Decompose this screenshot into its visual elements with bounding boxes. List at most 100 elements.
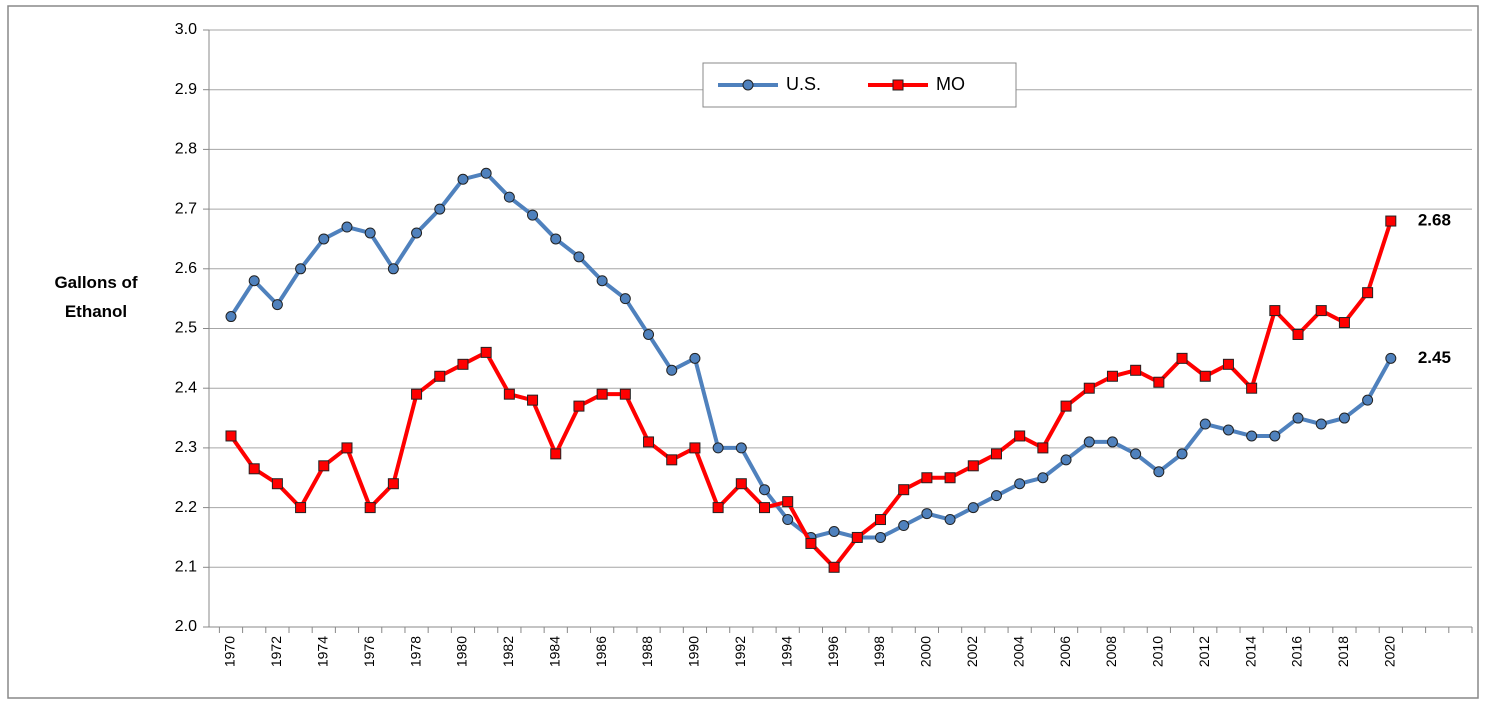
marker [967,460,979,472]
marker [805,537,817,549]
x-tick-label: 2000 [918,636,934,667]
legend-marker [892,79,904,91]
marker [1153,376,1165,388]
marker [1292,328,1304,340]
y-tick-label: 2.4 [175,379,197,396]
marker [828,525,840,537]
marker [550,233,562,245]
marker [1362,394,1374,406]
data-label: 2.45 [1418,348,1451,367]
marker [666,364,678,376]
marker [1246,382,1258,394]
x-tick-label: 2004 [1010,636,1026,667]
marker [1269,305,1281,317]
marker [387,263,399,275]
x-tick-label: 1974 [314,636,330,667]
marker [851,531,863,543]
marker [271,299,283,311]
marker [712,442,724,454]
marker [782,496,794,508]
marker [480,167,492,179]
y-tick-label: 2.2 [175,499,197,516]
x-tick-label: 2020 [1382,636,1398,667]
marker [1385,352,1397,364]
marker [1060,454,1072,466]
marker [1199,370,1211,382]
marker [434,370,446,382]
marker [666,454,678,466]
marker [573,251,585,263]
marker [341,442,353,454]
marker [1083,436,1095,448]
marker [967,502,979,514]
marker [318,460,330,472]
x-tick-label: 1978 [407,636,423,667]
marker [503,388,515,400]
y-tick-label: 2.8 [175,141,197,158]
marker [1037,472,1049,484]
marker [527,394,539,406]
data-label: 2.68 [1418,211,1451,230]
y-tick-label: 2.1 [175,559,197,576]
marker [921,508,933,520]
marker [1199,418,1211,430]
y-tick-label: 2.0 [175,618,197,635]
x-tick-label: 2010 [1150,636,1166,667]
marker [1246,430,1258,442]
x-tick-label: 1970 [222,636,238,667]
marker [990,490,1002,502]
marker [1315,418,1327,430]
x-tick-label: 2012 [1196,636,1212,667]
marker [1269,430,1281,442]
x-tick-label: 1994 [778,636,794,667]
x-tick-label: 2002 [964,636,980,667]
marker [1222,358,1234,370]
marker [271,478,283,490]
chart-border [7,5,1479,699]
marker [1222,424,1234,436]
y-tick-label: 2.5 [175,320,197,337]
y-tick-label: 2.3 [175,439,197,456]
marker [689,352,701,364]
marker [759,484,771,496]
marker [735,442,747,454]
marker [1037,442,1049,454]
marker [1014,430,1026,442]
y-tick-label: 2.6 [175,260,197,277]
marker [898,484,910,496]
x-tick-label: 1996 [825,636,841,667]
marker [1153,466,1165,478]
x-tick-label: 1976 [361,636,377,667]
marker [550,448,562,460]
marker [921,472,933,484]
x-tick-label: 2016 [1289,636,1305,667]
x-tick-label: 1992 [732,636,748,667]
marker [295,263,307,275]
x-tick-label: 1982 [500,636,516,667]
marker [341,221,353,233]
marker [248,275,260,287]
marker [619,293,631,305]
marker [503,191,515,203]
marker [596,388,608,400]
legend-label: MO [936,74,965,94]
marker [1176,352,1188,364]
marker [1292,412,1304,424]
marker [364,227,376,239]
marker [1338,412,1350,424]
marker [944,514,956,526]
marker [1176,448,1188,460]
marker [828,561,840,573]
marker [480,346,492,358]
marker [1338,317,1350,329]
marker [318,233,330,245]
x-tick-label: 2006 [1057,636,1073,667]
legend-label: U.S. [786,74,821,94]
marker [411,388,423,400]
marker [364,502,376,514]
marker [712,502,724,514]
x-tick-label: 1980 [454,636,470,667]
marker [457,358,469,370]
x-tick-label: 2008 [1103,636,1119,667]
